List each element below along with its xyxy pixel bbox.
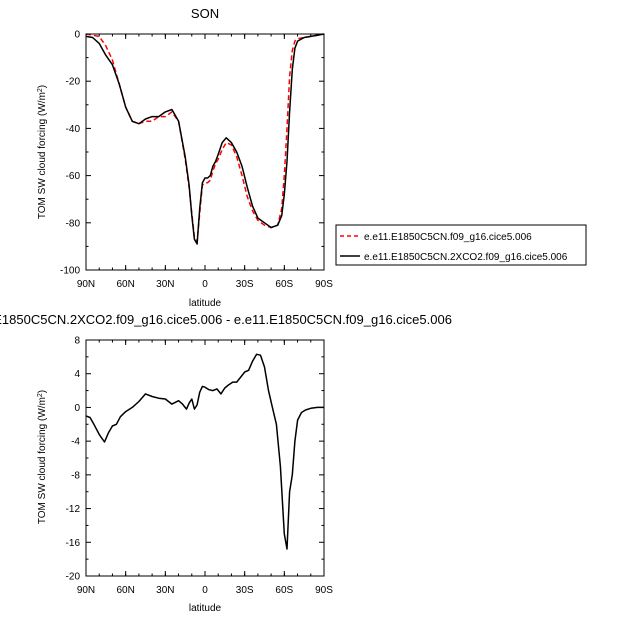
- top-chart-axes: 90N 60N 30N 0 30S 60S 90S 0 -20 -40 -60 -80 -100: [60, 30, 333, 291]
- legend-label-2xco2: e.e11.E1850C5CN.2XCO2.f09_g16.cice5.006: [364, 252, 568, 263]
- y-tick-label: -20: [66, 77, 81, 88]
- y-tick-label: -40: [66, 124, 81, 135]
- bottom-chart-frame: [85, 339, 325, 577]
- y-tick-label: -4: [71, 437, 80, 448]
- top-chart-x-axis-label: latitude: [189, 298, 222, 309]
- x-tick-label: 60N: [116, 585, 134, 596]
- legend-label-control: e.e11.E1850C5CN.f09_g16.cice5.006: [364, 232, 532, 243]
- series-line-0: [85, 353, 324, 550]
- bottom-chart-title: e.e11.E1850C5CN.2XCO2.f09_g16.cice5.006 …: [0, 312, 452, 327]
- y-tick-label: 0: [74, 30, 80, 41]
- legend: e.e11.E1850C5CN.f09_g16.cice5.006 e.e11.…: [335, 224, 587, 266]
- x-tick-label: 90N: [77, 279, 95, 290]
- top-panel: SON TOM SW cloud forcing (W/m2) latitude…: [37, 6, 334, 309]
- legend-box: [335, 224, 587, 266]
- y-tick-label: -20: [66, 572, 81, 583]
- y-tick-label: -100: [60, 266, 80, 277]
- top-chart-frame: [85, 33, 325, 271]
- top-chart-y-axis-label: TOM SW cloud forcing (W/m2): [37, 85, 49, 219]
- x-tick-label: 30S: [236, 585, 254, 596]
- y-tick-label: -12: [66, 504, 81, 515]
- x-tick-label: 60S: [275, 585, 293, 596]
- series-line-1: [85, 33, 325, 245]
- x-tick-label: 30S: [236, 279, 254, 290]
- x-tick-label: 90S: [315, 279, 333, 290]
- x-tick-label: 0: [202, 279, 208, 290]
- y-tick-label: 0: [74, 403, 80, 414]
- y-tick-label: -16: [66, 538, 81, 549]
- y-tick-label: -60: [66, 171, 81, 182]
- bottom-panel: e.e11.E1850C5CN.2XCO2.f09_g16.cice5.006 …: [0, 312, 452, 614]
- x-tick-label: 30N: [156, 585, 174, 596]
- x-tick-label: 90N: [77, 585, 95, 596]
- x-tick-label: 60S: [275, 279, 293, 290]
- top-chart-series: [85, 33, 325, 245]
- bottom-chart-y-axis-label: TOM SW cloud forcing (W/m2): [37, 390, 49, 524]
- x-tick-label: 90S: [315, 585, 333, 596]
- x-tick-label: 60N: [116, 279, 134, 290]
- x-tick-label: 0: [202, 585, 208, 596]
- bottom-chart-series: [85, 353, 324, 550]
- x-tick-label: 30N: [156, 279, 174, 290]
- top-chart-title: SON: [191, 6, 219, 21]
- y-tick-label: -8: [71, 470, 80, 481]
- y-tick-label: -80: [66, 218, 81, 229]
- y-tick-label: 4: [74, 369, 80, 380]
- y-tick-label: 8: [74, 336, 80, 347]
- bottom-chart-x-axis-label: latitude: [189, 603, 222, 614]
